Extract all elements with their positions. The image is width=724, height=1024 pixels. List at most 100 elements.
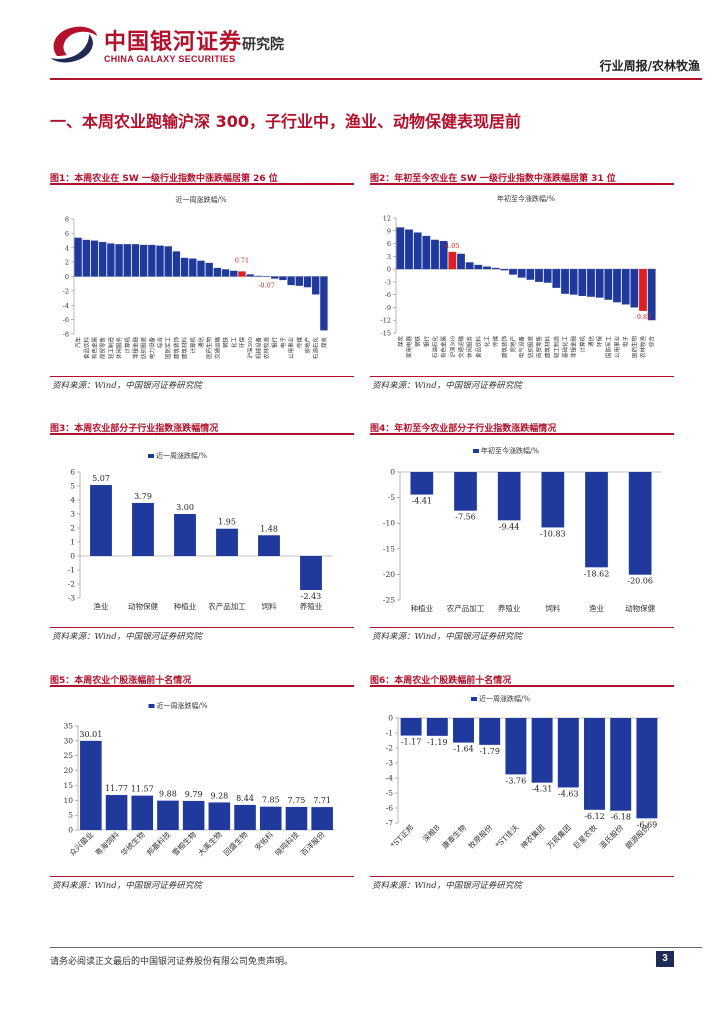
category-label: 交通运输	[457, 336, 465, 359]
y-tick-label: 0	[68, 826, 73, 835]
bar	[221, 269, 230, 277]
category-label: 动物保健	[128, 601, 158, 611]
figure-3-source: 资料来源：Wind，中国银河证券研究院	[52, 632, 202, 642]
bar	[479, 718, 501, 745]
category-label: 神农集团	[518, 822, 546, 850]
category-label: 商贸零售	[99, 337, 107, 359]
category-label: 建筑材料	[181, 337, 189, 360]
y-tick-label: 1	[70, 538, 75, 547]
y-tick-label: -3	[385, 278, 391, 286]
y-tick-label: 6	[70, 468, 75, 477]
category-label: 银行	[271, 337, 279, 349]
category-label: 钢铁	[414, 336, 422, 348]
bar	[82, 239, 90, 277]
y-tick-label: 3	[70, 510, 75, 519]
bar	[500, 269, 509, 271]
category-label: 国防军工	[164, 337, 172, 360]
bar	[448, 251, 457, 270]
category-label: 化工	[230, 337, 238, 349]
y-tick-label: 3	[387, 253, 391, 261]
y-tick-label: -15	[381, 330, 391, 338]
category-label: 农产品加工	[447, 603, 485, 613]
bar	[531, 718, 553, 783]
bar	[131, 795, 154, 830]
y-tick-label: -4	[386, 774, 394, 783]
data-label: -1.19	[427, 738, 448, 747]
y-tick-label: -2	[63, 287, 69, 295]
bar	[279, 276, 287, 281]
legend-swatch	[148, 704, 155, 708]
y-tick-label: 0	[65, 273, 69, 281]
chart-3: 近一周涨跌幅/% 6 5 4 3 2 1 0 -1 -2 -3 5.07 渔业 3.79 动物保健 3.00 种…	[68, 451, 332, 611]
y-tick-label: -5	[386, 789, 394, 798]
bar	[115, 244, 123, 277]
bar	[189, 258, 197, 277]
highlight-label: -9.82	[635, 313, 652, 321]
bar	[621, 269, 630, 305]
bar	[258, 535, 280, 556]
figure-6-rule	[370, 685, 674, 687]
figure-6-bottom-rule	[370, 876, 674, 877]
figure-2-rule	[370, 183, 674, 185]
category-label: 银行	[422, 336, 430, 348]
category-label: *ST佳沃	[493, 822, 521, 850]
bar	[526, 269, 535, 280]
bar	[80, 740, 102, 830]
bar	[216, 528, 238, 556]
figure-2-title: 图2：年初至今农业在 SW 一级行业指数中涨跌幅居第 31 位	[370, 174, 616, 184]
category-label: 休闲服务	[466, 336, 474, 359]
data-label: -18.62	[584, 569, 610, 578]
bar	[541, 472, 565, 528]
figure-1-rule	[50, 183, 354, 185]
bar	[610, 718, 632, 811]
header-divider	[50, 78, 702, 80]
bar	[639, 269, 647, 311]
data-label: 7.85	[262, 796, 280, 805]
category-label: 综合	[648, 336, 656, 348]
category-label: 食品饮料	[82, 337, 90, 360]
y-tick-label: -6	[385, 291, 391, 299]
y-tick-label: -2	[386, 744, 394, 753]
bar	[131, 244, 140, 277]
figure-1-source: 资料来源：Wind，中国银河证券研究院	[52, 381, 202, 391]
brand-name-en: CHINA GALAXY SECURITIES	[104, 54, 236, 64]
category-label: 计算机	[123, 337, 131, 354]
y-tick-label: -25	[383, 596, 395, 605]
category-label: 医药生物	[205, 337, 213, 360]
data-label: 11.77	[105, 784, 128, 793]
y-tick-label: 5	[70, 482, 75, 491]
category-label: 沪深300	[448, 336, 456, 358]
category-label: 休闲服务	[115, 337, 123, 360]
category-label: 汽车	[74, 337, 82, 349]
page-number: 3	[656, 951, 674, 967]
category-label: 纺织服装	[526, 336, 534, 359]
bar	[213, 267, 222, 277]
bar	[595, 269, 604, 298]
bar	[400, 718, 422, 736]
figure-3-title: 图3：本周农业部分子行业指数涨跌幅情况	[50, 424, 219, 434]
y-tick-label: -12	[381, 317, 391, 325]
category-label: 石油石化	[312, 337, 320, 360]
y-tick-label: 2	[65, 259, 69, 267]
figure-6-title: 图6：本周农业个股跌幅前十名情况	[370, 676, 512, 686]
figure-4-rule	[370, 433, 674, 435]
category-label: 煤炭	[320, 337, 328, 349]
bar	[311, 807, 333, 830]
figure-1-title: 图1：本周农业在 SW 一级行业指数中涨跌幅居第 26 位	[50, 174, 278, 184]
y-tick-label: -8	[63, 331, 69, 339]
category-label: 国防军工	[604, 336, 612, 359]
y-tick-label: -5	[388, 493, 396, 502]
figure-5-title: 图5：本周农业个股涨幅前十名情况	[50, 676, 192, 686]
legend-label: 近一周涨跌幅/%	[157, 701, 208, 710]
data-label: 7.75	[288, 796, 306, 805]
bar	[98, 242, 107, 277]
chart-2: 年初至今涨跌幅/% 12 9 6 3 0 -3 -6 -9 -12 -15 煤炭 家用电器 钢铁 银行 石油石…	[381, 194, 656, 359]
bar	[453, 718, 474, 743]
legend-swatch	[473, 449, 479, 453]
category-label: 渔业	[94, 601, 109, 611]
category-label: 传媒	[295, 337, 303, 349]
y-tick-label: 4	[65, 244, 69, 252]
category-label: 电气设备	[518, 336, 526, 359]
category-label: 家用电器	[405, 336, 413, 359]
bar	[262, 276, 271, 278]
